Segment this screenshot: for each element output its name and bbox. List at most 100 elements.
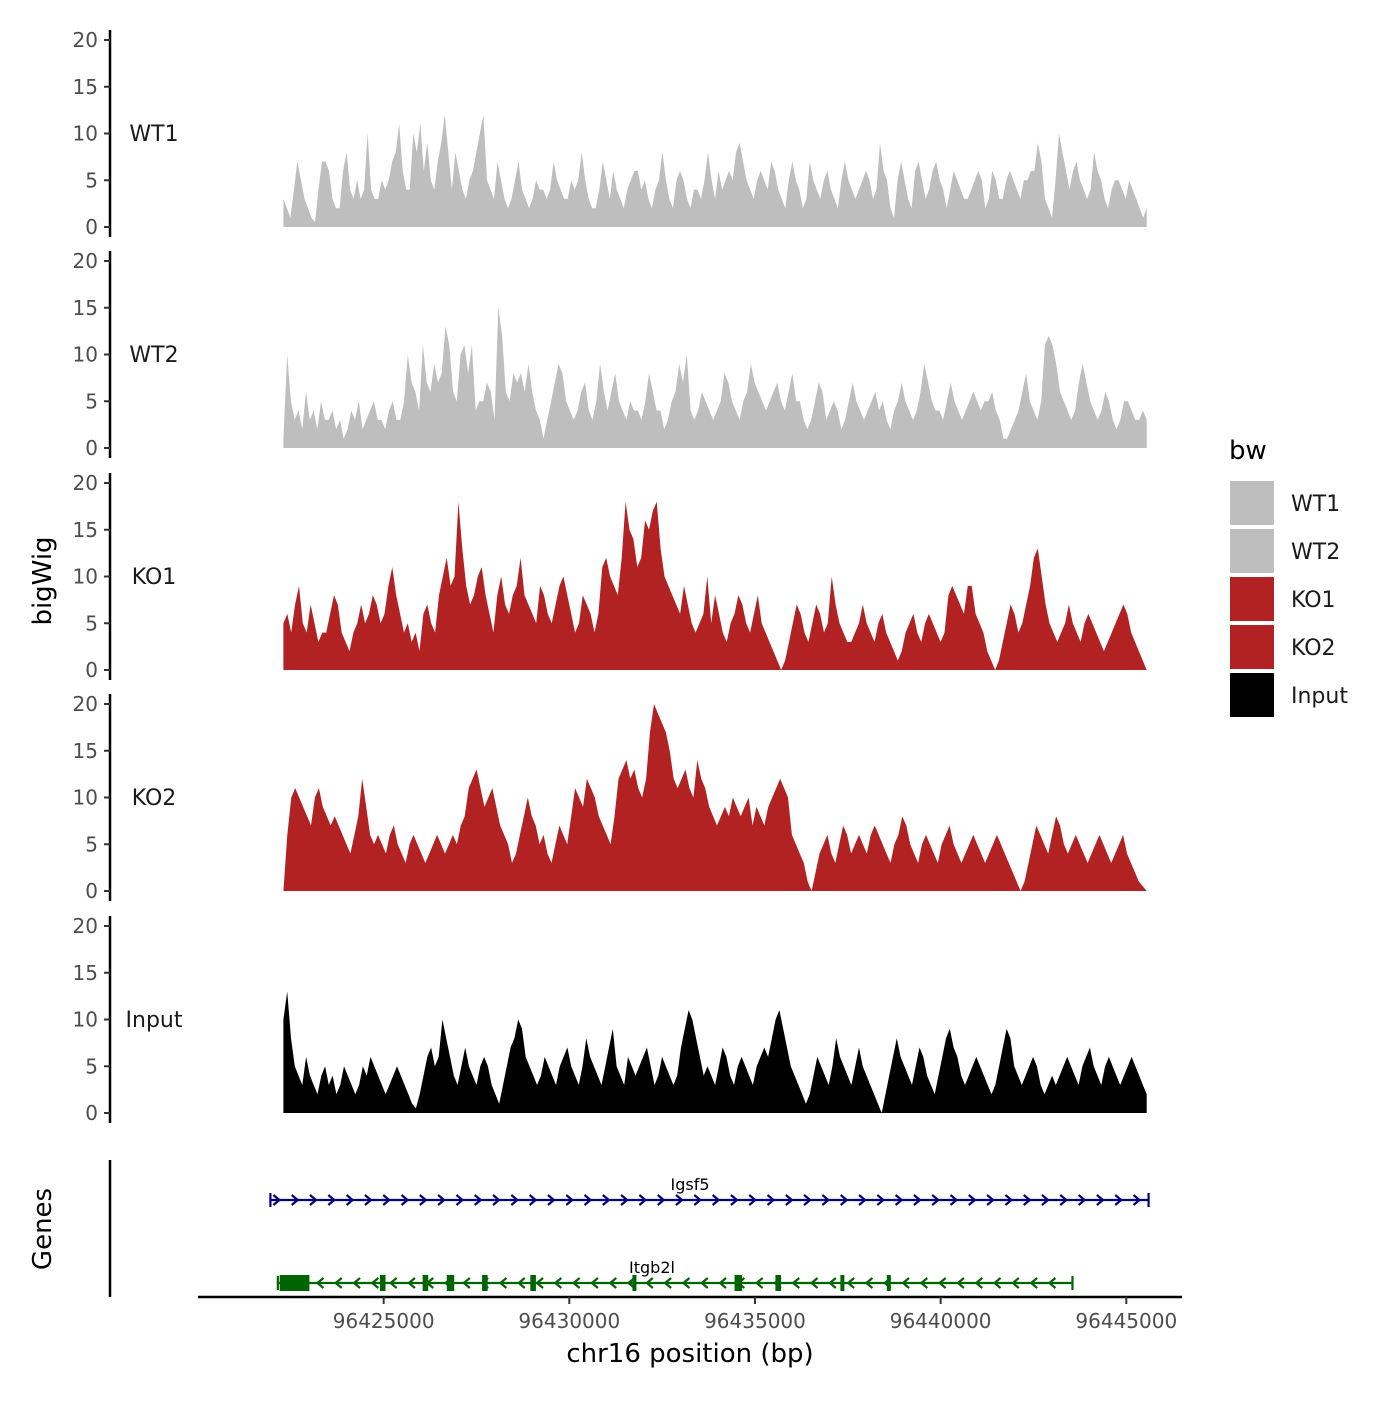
y-tick-label: 20 — [73, 471, 98, 495]
y-tick-label: 10 — [73, 1008, 98, 1032]
tracks-layer: 0 5 10 15 20 WT1 0 5 10 15 20 WT2 0 5 10 15 20 KO1 0 5 10 15 2… — [73, 28, 1147, 1125]
chevron-right-icon — [455, 1194, 465, 1206]
chevron-right-icon — [1023, 1194, 1032, 1206]
exon — [279, 1275, 310, 1291]
y-tick-label: 20 — [73, 914, 98, 938]
chevron-right-icon — [1059, 1194, 1069, 1206]
y-tick-label: 10 — [73, 343, 98, 367]
y-tick-label: 0 — [85, 436, 98, 460]
chevron-right-icon — [583, 1194, 593, 1206]
chevron-left-icon — [1047, 1277, 1057, 1289]
chevron-right-icon — [309, 1194, 318, 1206]
area-ko1 — [283, 501, 1147, 670]
chevron-left-icon — [663, 1277, 672, 1289]
area-input — [283, 991, 1147, 1113]
track-label-ko1: KO1 — [132, 565, 177, 590]
genes-axis-title: Genes — [28, 1188, 58, 1270]
y-tick-label: 15 — [73, 739, 98, 763]
chevron-left-icon — [718, 1277, 727, 1289]
chevron-right-icon — [711, 1194, 721, 1206]
chevron-left-icon — [1011, 1277, 1020, 1289]
y-tick-label: 10 — [73, 786, 98, 810]
track-wt1: 0 5 10 15 20 WT1 — [73, 28, 1147, 239]
y-tick-label: 5 — [85, 1054, 98, 1078]
chevron-left-icon — [462, 1277, 471, 1289]
gene-label: Itgb2l — [629, 1258, 675, 1277]
chevron-right-icon — [547, 1194, 556, 1206]
exon — [482, 1275, 488, 1291]
chevron-right-icon — [894, 1194, 904, 1206]
chevron-right-icon — [1004, 1194, 1014, 1206]
chevron-left-icon — [517, 1277, 526, 1289]
chevron-right-icon — [693, 1194, 703, 1206]
legend: bw WT1 WT2 KO1 KO2 Input — [1228, 436, 1348, 719]
chevron-left-icon — [407, 1277, 416, 1289]
chevron-right-icon — [474, 1194, 483, 1206]
chevron-right-icon — [510, 1194, 520, 1206]
chevron-right-icon — [858, 1194, 867, 1206]
chevron-left-icon — [571, 1277, 581, 1289]
x-tick-label: 96435000 — [704, 1309, 806, 1333]
chevron-right-icon — [291, 1194, 300, 1206]
exon — [530, 1275, 536, 1291]
y-tick-label: 0 — [85, 215, 98, 239]
legend-key-wt2 — [1228, 527, 1276, 575]
chevron-left-icon — [608, 1277, 617, 1289]
chevron-left-icon — [956, 1277, 965, 1289]
chevron-left-icon — [846, 1277, 855, 1289]
legend-key-ko2 — [1228, 623, 1276, 671]
track-ko1: 0 5 10 15 20 KO1 — [73, 471, 1147, 682]
chevron-right-icon — [382, 1194, 391, 1206]
y-tick-label: 5 — [85, 832, 98, 856]
chevron-right-icon — [1096, 1194, 1105, 1206]
chevron-right-icon — [565, 1194, 574, 1206]
chevron-left-icon — [791, 1277, 800, 1289]
area-wt2 — [283, 307, 1147, 448]
chevron-left-icon — [809, 1277, 819, 1289]
chevron-right-icon — [419, 1194, 428, 1206]
exon — [632, 1275, 637, 1291]
chevron-left-icon — [388, 1277, 398, 1289]
chevron-right-icon — [1041, 1194, 1050, 1206]
chevron-left-icon — [974, 1277, 983, 1289]
x-tick-label: 96430000 — [518, 1309, 620, 1333]
area-wt1 — [283, 114, 1147, 227]
chevron-right-icon — [968, 1194, 977, 1206]
chevron-left-icon — [334, 1277, 343, 1289]
y-tick-label: 10 — [73, 565, 98, 589]
y-axis-title: bigWig — [28, 536, 58, 625]
legend-label-ko1: KO1 — [1291, 588, 1336, 613]
chevron-left-icon — [828, 1277, 837, 1289]
chevron-right-icon — [913, 1194, 922, 1206]
y-tick-label: 0 — [85, 879, 98, 903]
genes-panel: Igsf5 Itgb2l — [108, 1160, 1150, 1297]
chevron-right-icon — [272, 1194, 282, 1206]
y-tick-label: 0 — [85, 1101, 98, 1125]
legend-key-input — [1228, 671, 1276, 719]
chevron-left-icon — [315, 1277, 325, 1289]
chevron-right-icon — [345, 1194, 355, 1206]
chevron-left-icon — [864, 1277, 874, 1289]
chevron-right-icon — [821, 1194, 831, 1206]
chevron-right-icon — [785, 1194, 794, 1206]
chevron-left-icon — [901, 1277, 910, 1289]
exon — [422, 1275, 429, 1291]
chevron-left-icon — [681, 1277, 691, 1289]
chevron-left-icon — [370, 1277, 380, 1289]
y-tick-label: 15 — [73, 296, 98, 320]
chevron-right-icon — [400, 1194, 410, 1206]
exon — [734, 1275, 742, 1291]
chevron-right-icon — [327, 1194, 337, 1206]
chevron-right-icon — [1077, 1194, 1087, 1206]
legend-label-wt1: WT1 — [1291, 492, 1340, 517]
chevron-right-icon — [364, 1194, 373, 1206]
exon — [379, 1275, 386, 1291]
y-tick-label: 15 — [73, 961, 98, 985]
chevron-left-icon — [919, 1277, 929, 1289]
chevron-left-icon — [937, 1277, 947, 1289]
track-label-ko2: KO2 — [132, 786, 177, 811]
y-tick-label: 20 — [73, 28, 98, 52]
chevron-right-icon — [766, 1194, 776, 1206]
exon — [886, 1275, 891, 1291]
